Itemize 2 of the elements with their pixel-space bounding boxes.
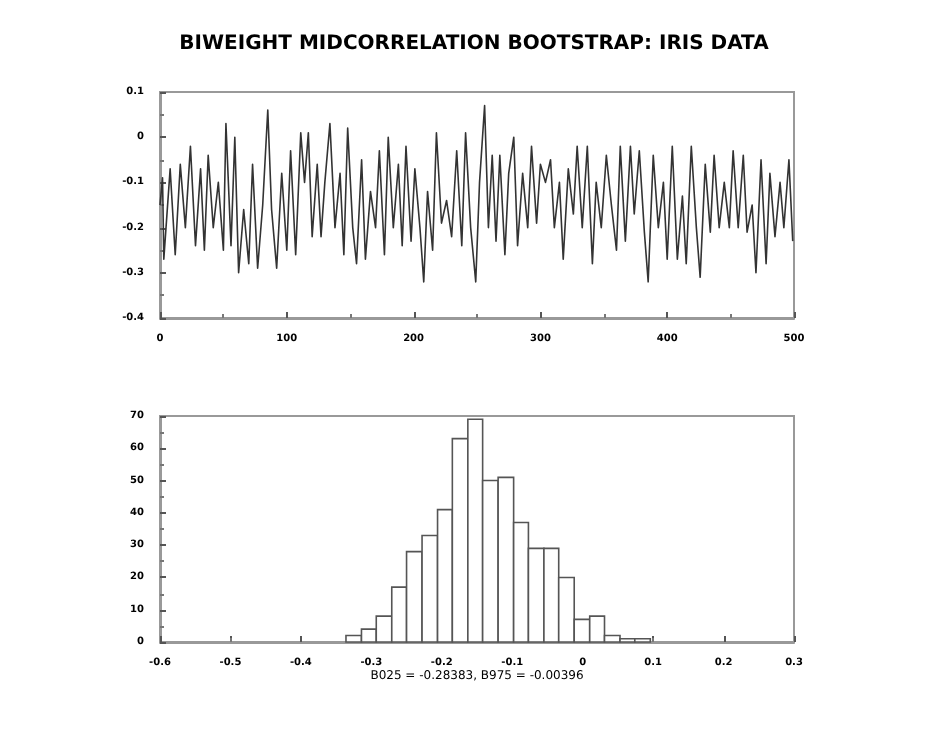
chart-title: BIWEIGHT MIDCORRELATION BOOTSTRAP: IRIS DATA	[179, 33, 770, 55]
line-series	[159, 104, 794, 283]
